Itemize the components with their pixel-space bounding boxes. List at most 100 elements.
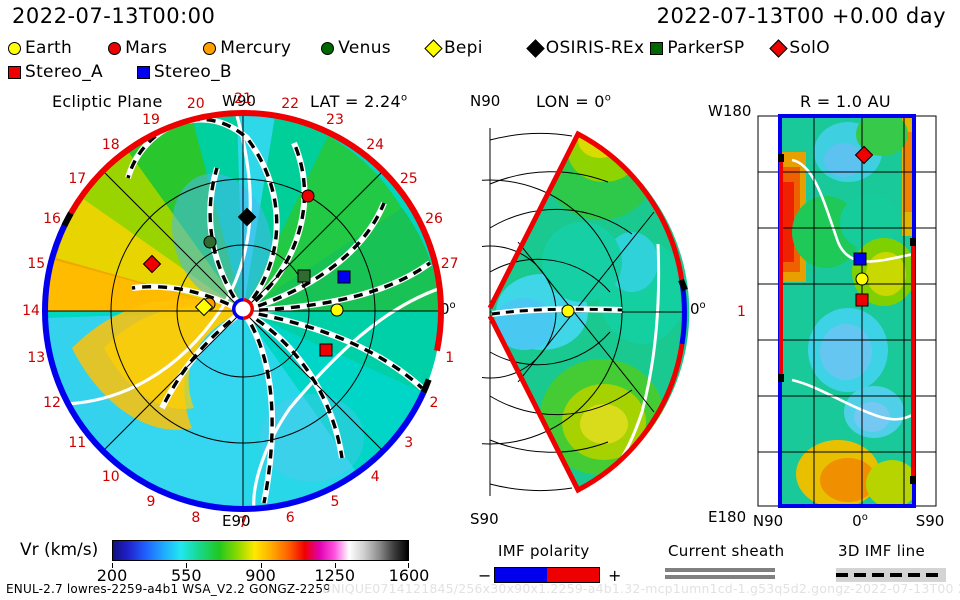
imf-dash-segment — [890, 573, 902, 577]
colorbar-tick-labels: 200 550 900 1250 1600 — [97, 563, 429, 585]
body-marker-icon — [561, 304, 575, 318]
run-id-watermark: UNIQUE0714121845/256x30x90x1.2259-a4b1.3… — [322, 581, 960, 596]
oneau-top-label: W180 — [708, 102, 752, 120]
stereo-a-marker-icon — [8, 65, 21, 79]
polarity-positive-swatch — [547, 568, 599, 582]
ecliptic-hour-tick: 10 — [101, 468, 120, 485]
current-sheath-sample — [665, 568, 775, 582]
legend-item-label: Mars — [125, 38, 168, 58]
oneau-plot-canvas — [757, 114, 937, 508]
legend-item-label: Earth — [25, 38, 73, 58]
ecliptic-body-sun — [230, 296, 256, 326]
timestamp-right: 2022-07-13T00 +0.00 day — [656, 4, 946, 28]
oneau-bottom-label: E180 — [708, 508, 747, 526]
ecliptic-hour-tick: 24 — [366, 137, 385, 154]
ecliptic-right-degree-symbol: o — [449, 300, 456, 311]
legend-item-osiris-rex: OSIRIS-REx — [526, 36, 645, 60]
ecliptic-hour-tick: 4 — [370, 468, 380, 485]
colorbar-tick-value: 900 — [245, 566, 276, 585]
ecliptic-body-bepi — [194, 297, 214, 318]
ecliptic-body-solo — [142, 254, 162, 275]
body-marker-icon — [203, 235, 217, 249]
one-au-map-plot[interactable] — [752, 112, 942, 510]
venus-marker-icon — [321, 41, 335, 55]
legend-item-label: Stereo_B — [153, 62, 232, 82]
legend-item-parkersp: ParkerSP — [650, 36, 744, 60]
meridional-imf-line — [491, 306, 623, 317]
ecliptic-hour-tick: 16 — [43, 211, 61, 228]
oneau-x-tick-label: 0o — [852, 512, 868, 530]
polarity-minus-sign: − — [478, 566, 492, 585]
ecliptic-hour-tick: 19 — [142, 111, 160, 128]
oneau-polarity-border — [778, 114, 916, 508]
stereo-b-marker-icon — [136, 65, 150, 79]
oneau-panel-title: R = 1.0 AU — [800, 92, 891, 111]
legend-item-venus: Venus — [321, 36, 391, 60]
meridional-top-label: N90 — [470, 92, 501, 110]
body-marker-icon — [142, 254, 162, 274]
ecliptic-hour-tick: 12 — [43, 394, 61, 411]
ecliptic-body-parkersp — [297, 268, 311, 287]
mercury-marker-icon — [203, 41, 217, 55]
timestamp-left: 2022-07-13T00:00 — [12, 4, 216, 28]
legend-item-mercury: Mercury — [203, 36, 291, 60]
ecliptic-lat-value: LAT = 2.24 — [310, 92, 401, 111]
imf-dash-segment — [908, 573, 920, 577]
body-marker-icon — [194, 297, 214, 317]
polarity-plus-sign: + — [608, 566, 622, 585]
oneau-left-tick-label: 1 — [737, 304, 746, 320]
imf-dash-segment — [836, 573, 848, 577]
ecliptic-hour-tick: 20 — [186, 96, 205, 113]
ecliptic-hour-tick: 7 — [238, 515, 248, 531]
ecliptic-plot-canvas — [42, 110, 444, 512]
legend-item-label: Bepi — [443, 38, 483, 58]
ecliptic-body-stereo-a — [319, 342, 333, 361]
ecliptic-right-axis-label: 0o — [440, 300, 456, 318]
body-marker-icon — [853, 252, 867, 266]
ecliptic-body-venus — [203, 234, 217, 253]
ecliptic-body-earth — [330, 302, 344, 321]
legend-row-secondary: Stereo_A Stereo_B — [8, 60, 232, 84]
legend-item-bepi: Bepi — [424, 36, 483, 60]
legend-row-primary: Earth Mars Mercury Venus Bepi OSIRIS-REx Parke… — [8, 36, 830, 60]
oneau-body-earth — [855, 271, 869, 290]
ecliptic-hour-tick: 17 — [68, 170, 87, 187]
legend-item-stereo-a: Stereo_A — [8, 60, 103, 84]
ecliptic-hour-tick: 11 — [68, 435, 87, 452]
meridional-title-value: LON = 0 — [536, 92, 605, 111]
legend-item-earth: Earth — [8, 36, 72, 60]
oneau-x-tick-label: N90 — [752, 512, 784, 530]
meridional-degree-symbol: o — [604, 92, 612, 104]
current-sheath-legend-title: Current sheath — [668, 542, 785, 560]
imf-polarity-legend-title: IMF polarity — [498, 542, 590, 560]
model-run-footer: ENUL-2.7 lowres-2259-a4b1 WSA_V2.2 GONGZ… — [6, 582, 332, 596]
ecliptic-hour-tick: 23 — [326, 111, 344, 128]
ecliptic-body-mars — [301, 188, 315, 207]
legend-item-stereo-b: Stereo_B — [136, 60, 232, 84]
colorbar-tick-value: 550 — [170, 566, 202, 585]
ecliptic-polarity-ring — [42, 110, 444, 512]
colorbar-tick-value: 200 — [96, 566, 128, 585]
body-marker-icon — [301, 189, 315, 203]
oneau-velocity-field — [780, 116, 914, 506]
body-marker-icon — [319, 343, 333, 357]
ecliptic-lat-label: LAT = 2.24o — [310, 92, 407, 111]
legend-item-label: SolO — [789, 38, 830, 58]
imf-3d-line-sample — [836, 568, 946, 582]
imf-3d-line-legend-title: 3D IMF line — [838, 542, 925, 560]
colorbar-tick-value: 1600 — [388, 566, 430, 585]
ecliptic-hour-tick: 26 — [425, 211, 443, 228]
ecliptic-plane-plot[interactable]: 0123456789101112131415161718192021222324… — [22, 91, 459, 531]
meridional-plane-plot[interactable] — [357, 112, 694, 512]
colorbar-tick-mark — [186, 563, 188, 568]
colorbar-label: Vr (km/s) — [20, 540, 99, 560]
legend-item-label: Mercury — [220, 38, 292, 58]
meridional-panel-title: LON = 0o — [536, 92, 611, 111]
ecliptic-hour-tick: 9 — [146, 494, 156, 510]
ecliptic-body-osiris-rex — [237, 207, 257, 228]
ecliptic-hour-tick: 25 — [399, 170, 418, 187]
ecliptic-hour-tick: 5 — [330, 494, 340, 510]
polarity-color-scale — [494, 567, 600, 583]
body-marker-icon — [237, 207, 257, 227]
ecliptic-lat-degree-symbol: o — [400, 92, 408, 104]
